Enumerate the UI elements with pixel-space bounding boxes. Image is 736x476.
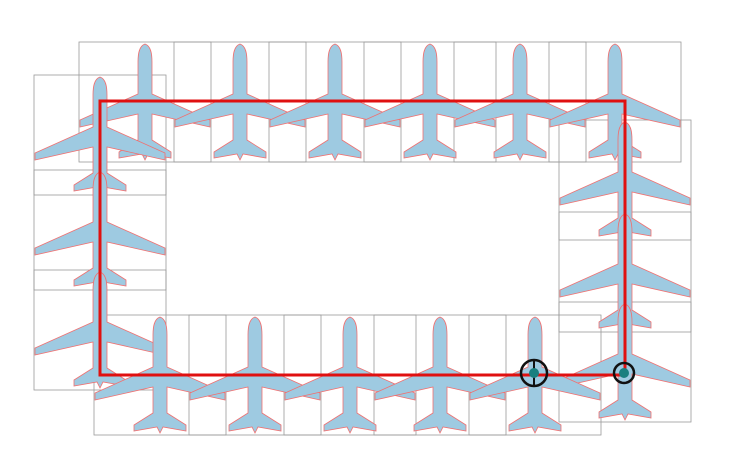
marker-start bbox=[519, 358, 549, 388]
marker-end bbox=[612, 361, 636, 385]
marker-dot bbox=[529, 368, 539, 378]
route bbox=[98, 99, 627, 377]
marker-ring bbox=[612, 361, 636, 385]
marker-dot bbox=[619, 368, 629, 378]
